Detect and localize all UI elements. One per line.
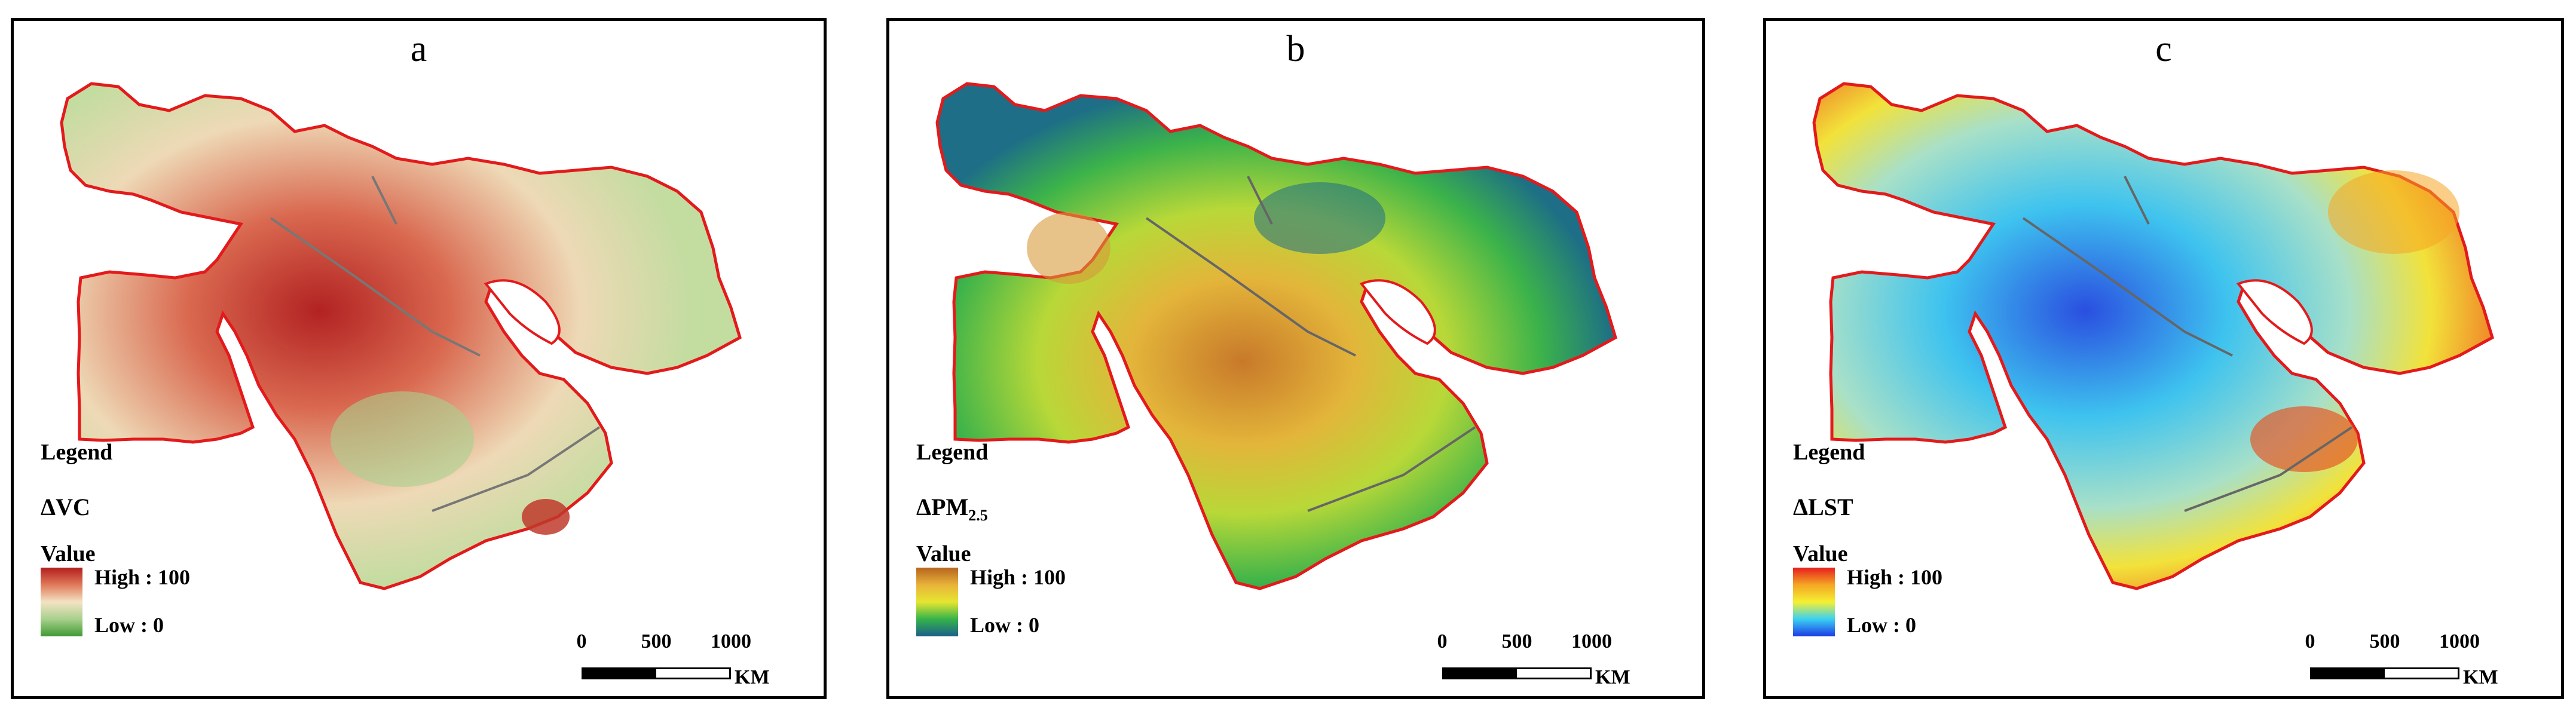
legend-color-ramp (916, 568, 958, 636)
scale-segment-black (2310, 667, 2385, 679)
scale-segment-white (1515, 667, 1592, 679)
legend-color-ramp (1793, 568, 1835, 636)
scale-unit: KM (2463, 666, 2498, 688)
scale-segment-white (654, 667, 731, 679)
legend-variable: ΔVC (41, 494, 90, 520)
panel-letter: a (410, 29, 427, 69)
panel-letter: c (2155, 29, 2172, 69)
scale-tick-0: 0 (2305, 630, 2315, 652)
map-panel-vc: a Legend ΔVC Value High : 100 Low : 0 0 … (11, 18, 827, 699)
legend-value-label: Value (916, 541, 971, 566)
legend-low-label: Low : 0 (970, 613, 1039, 637)
legend-title: Legend (1793, 440, 1865, 465)
map-legend: Legend ΔPM2.5 Value High : 100 Low : 0 (916, 439, 1167, 678)
scale-tick-1000: 1000 (1571, 630, 1612, 652)
legend-low-label: Low : 0 (1847, 613, 1916, 637)
map-panel-lst: c Legend ΔLST Value High : 100 Low : 0 0… (1763, 18, 2564, 699)
pm25-change-map (889, 21, 1705, 699)
legend-title: Legend (41, 440, 113, 465)
legend-value-label: Value (41, 541, 96, 566)
scale-bar: 0 500 1000 KM (1424, 630, 1675, 696)
legend-high-label: High : 100 (1847, 565, 1943, 589)
scale-tick-1000: 1000 (711, 630, 751, 652)
scale-tick-500: 500 (2369, 630, 2400, 652)
legend-title: Legend (916, 440, 989, 465)
scale-segment-black (582, 667, 656, 679)
scale-tick-0: 0 (576, 630, 587, 652)
lst-change-map (1766, 21, 2564, 699)
legend-high-label: High : 100 (970, 565, 1066, 589)
vc-change-map (14, 21, 827, 699)
scale-tick-0: 0 (1437, 630, 1448, 652)
legend-value-label: Value (1793, 541, 1848, 566)
map-legend: Legend ΔVC Value High : 100 Low : 0 (41, 439, 292, 678)
scale-segment-white (2383, 667, 2459, 679)
scale-bar: 0 500 1000 KM (564, 630, 815, 696)
legend-variable: ΔLST (1793, 494, 1853, 520)
legend-color-ramp (41, 568, 82, 636)
scale-segment-black (1442, 667, 1517, 679)
map-panel-pm25: b Legend ΔPM2.5 Value High : 100 Low : 0… (886, 18, 1705, 699)
scale-unit: KM (735, 666, 770, 688)
legend-high-label: High : 100 (94, 565, 191, 589)
scale-bar: 0 500 1000 KM (2292, 630, 2543, 696)
legend-variable: ΔPM2.5 (916, 494, 988, 524)
scale-tick-500: 500 (641, 630, 672, 652)
panel-letter: b (1286, 29, 1305, 69)
legend-low-label: Low : 0 (94, 613, 164, 637)
scale-tick-1000: 1000 (2439, 630, 2480, 652)
map-legend: Legend ΔLST Value High : 100 Low : 0 (1793, 439, 2044, 678)
scale-unit: KM (1595, 666, 1630, 688)
scale-tick-500: 500 (1501, 630, 1532, 652)
